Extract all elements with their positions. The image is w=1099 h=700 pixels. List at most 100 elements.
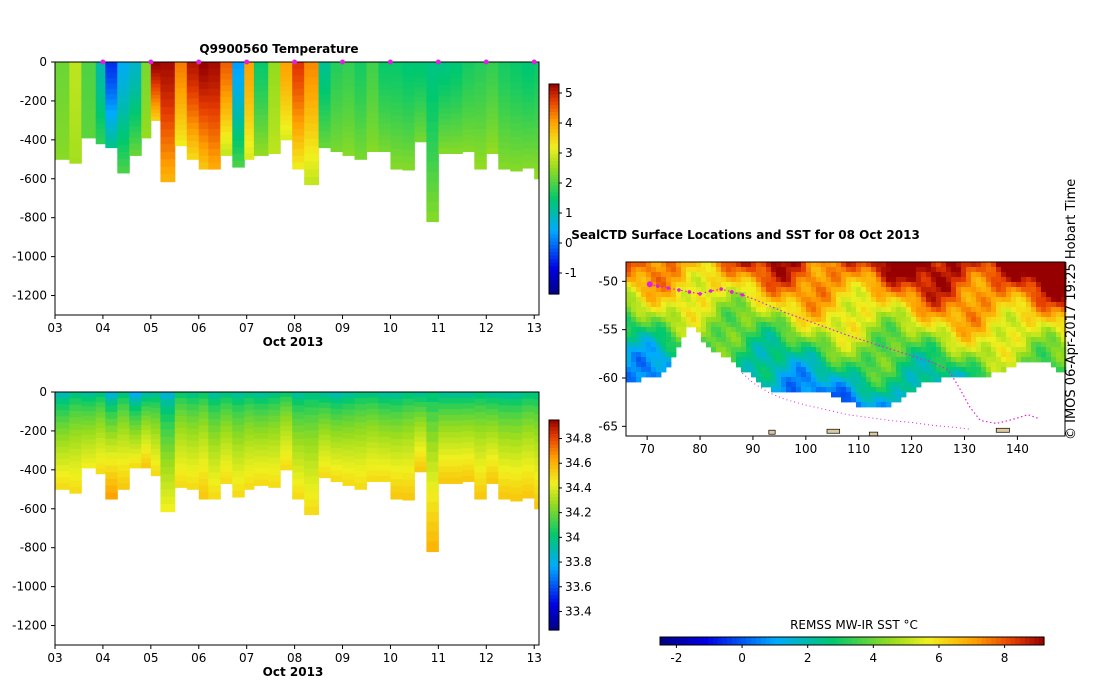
profile-cell — [232, 147, 245, 155]
profile-cell — [186, 104, 200, 112]
profile-cell — [450, 472, 463, 479]
colorbar-segment — [549, 269, 559, 274]
sst-cell — [841, 312, 847, 318]
sst-cell — [746, 332, 752, 338]
profile-cell — [105, 432, 118, 440]
profile-cell — [414, 401, 427, 408]
sst-cell — [896, 282, 902, 288]
sst-cell — [726, 302, 732, 308]
sst-cell — [1006, 312, 1012, 318]
sst-cell — [1061, 357, 1067, 363]
sst-cell — [636, 287, 642, 293]
sst-cell — [926, 297, 932, 303]
sst-cell — [656, 297, 662, 303]
profile-cell — [462, 419, 475, 427]
sst-cell — [806, 362, 812, 368]
profile-cell — [268, 415, 281, 423]
sst-cell — [626, 347, 632, 353]
sst-cell — [1026, 297, 1032, 303]
y-tick-label: -50 — [598, 274, 618, 288]
sst-cell — [1016, 307, 1022, 313]
profile-cell — [462, 475, 475, 483]
profile-cell — [117, 422, 130, 429]
sst-cell — [1056, 277, 1062, 283]
profile-cell — [354, 74, 367, 81]
profile-cell — [220, 392, 233, 399]
sst-cell — [981, 347, 987, 353]
sst-cell — [746, 337, 752, 343]
profile-cell — [450, 437, 463, 444]
colorbar-segment — [549, 588, 559, 593]
profile-cell — [498, 75, 511, 83]
sst-cell — [1001, 302, 1007, 308]
sst-cell — [711, 262, 717, 268]
sst-cell — [911, 272, 917, 278]
sst-cell — [646, 367, 652, 373]
sst-cell — [691, 297, 697, 303]
sst-cell — [721, 282, 727, 288]
profile-cell — [208, 135, 221, 143]
sst-cell — [961, 262, 967, 268]
sst-cell — [1031, 317, 1037, 323]
colorbar-segment — [722, 637, 728, 645]
sst-cell — [631, 337, 637, 343]
profile-cell — [244, 422, 255, 429]
sst-cell — [896, 332, 902, 338]
sst-cell — [636, 272, 642, 278]
sst-cell — [966, 362, 972, 368]
sst-cell — [841, 337, 847, 343]
profile-cell — [486, 142, 499, 149]
profile-cell — [129, 410, 142, 417]
sst-cell — [781, 362, 787, 368]
profile-cell — [438, 124, 451, 132]
profile-cell — [129, 108, 142, 116]
sst-cell — [956, 347, 962, 353]
profile-cell — [438, 414, 451, 422]
profile-cell — [186, 134, 200, 142]
sst-cell — [716, 342, 722, 348]
sst-cell — [791, 337, 797, 343]
sst-cell — [961, 272, 967, 278]
sst-cell — [711, 342, 717, 348]
sst-cell — [716, 307, 722, 313]
profile-cell — [534, 413, 540, 422]
profile-cell — [378, 431, 391, 438]
profile-cell — [318, 466, 332, 473]
sst-cell — [931, 297, 937, 303]
profile-cell — [95, 123, 106, 129]
y-tick-label: -400 — [20, 133, 47, 147]
colorbar-segment — [549, 465, 559, 470]
sst-cell — [896, 382, 902, 388]
sst-cell — [1046, 347, 1052, 353]
profile-cell — [498, 142, 511, 150]
sst-cell — [791, 332, 797, 338]
sst-cell — [671, 282, 677, 288]
profile-cell — [378, 106, 391, 113]
sst-cell — [756, 332, 762, 338]
sst-cell — [966, 372, 972, 378]
profile-cell — [198, 472, 209, 480]
sst-cell — [966, 297, 972, 303]
sst-cell — [986, 297, 992, 303]
sst-cell — [856, 337, 862, 343]
profile-cell — [330, 453, 344, 460]
sst-cell — [761, 367, 767, 373]
sst-cell — [931, 347, 937, 353]
sst-cell — [856, 362, 862, 368]
profile-cell — [304, 506, 320, 516]
profile-cell — [55, 104, 70, 112]
profile-cell — [414, 106, 427, 113]
profile-cell — [414, 81, 427, 88]
profile-cell — [378, 84, 391, 91]
sst-cell — [636, 297, 642, 303]
sst-cell — [921, 292, 927, 298]
sst-cell — [866, 272, 872, 278]
sst-cell — [896, 327, 902, 333]
sst-cell — [916, 322, 922, 328]
sst-cell — [736, 282, 742, 288]
profile-cell — [129, 439, 142, 445]
profile-cell — [498, 412, 511, 420]
profile-cell — [498, 445, 511, 453]
sst-cell — [966, 312, 972, 318]
profile-cell — [522, 161, 535, 169]
